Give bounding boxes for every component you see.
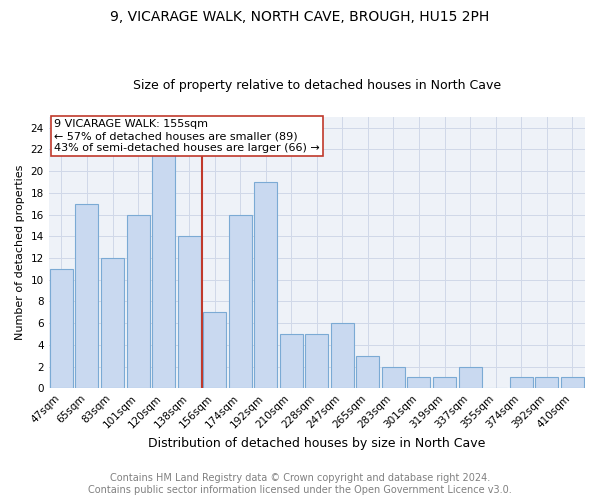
Bar — [561, 378, 584, 388]
Bar — [254, 182, 277, 388]
Text: 9 VICARAGE WALK: 155sqm
← 57% of detached houses are smaller (89)
43% of semi-de: 9 VICARAGE WALK: 155sqm ← 57% of detache… — [54, 120, 320, 152]
Bar — [178, 236, 200, 388]
Title: Size of property relative to detached houses in North Cave: Size of property relative to detached ho… — [133, 79, 501, 92]
Bar — [509, 378, 533, 388]
Bar — [382, 366, 405, 388]
Bar — [433, 378, 456, 388]
Bar — [50, 269, 73, 388]
Bar — [305, 334, 328, 388]
Bar — [458, 366, 482, 388]
Bar — [76, 204, 98, 388]
Bar — [331, 323, 354, 388]
Y-axis label: Number of detached properties: Number of detached properties — [15, 165, 25, 340]
Bar — [203, 312, 226, 388]
Bar — [101, 258, 124, 388]
Bar — [407, 378, 430, 388]
Bar — [356, 356, 379, 388]
Text: Contains HM Land Registry data © Crown copyright and database right 2024.
Contai: Contains HM Land Registry data © Crown c… — [88, 474, 512, 495]
Text: 9, VICARAGE WALK, NORTH CAVE, BROUGH, HU15 2PH: 9, VICARAGE WALK, NORTH CAVE, BROUGH, HU… — [110, 10, 490, 24]
X-axis label: Distribution of detached houses by size in North Cave: Distribution of detached houses by size … — [148, 437, 485, 450]
Bar — [535, 378, 558, 388]
Bar — [280, 334, 303, 388]
Bar — [152, 150, 175, 388]
Bar — [229, 214, 252, 388]
Bar — [127, 214, 149, 388]
